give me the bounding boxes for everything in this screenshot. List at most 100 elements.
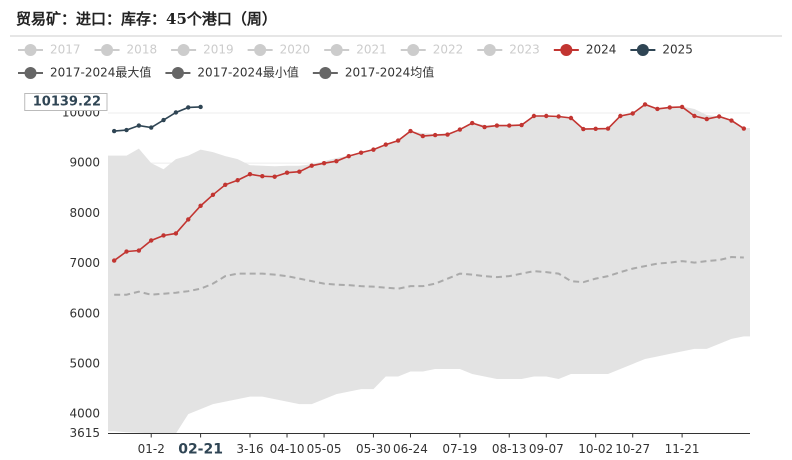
y-tick-label: 6000 (69, 306, 100, 320)
legend-item[interactable]: 2022 (400, 43, 464, 57)
data-point (149, 125, 154, 130)
data-point (408, 128, 413, 134)
y-tick-label: 9000 (69, 156, 100, 170)
legend-item[interactable]: 2020 (247, 43, 311, 57)
legend-marker (101, 44, 114, 56)
legend[interactable]: 2017 2018 2019 2020 2021 2022 2023 2024 2025 2017… (18, 43, 693, 80)
legend-label: 2024 (586, 43, 617, 57)
data-point (198, 104, 203, 110)
x-tick-label: 01-2 (138, 442, 165, 456)
legend-item[interactable]: 2017-2024最小值 (165, 65, 299, 80)
x-tick-label: 08-13 (492, 442, 527, 456)
data-point (111, 258, 117, 263)
legend-item[interactable]: 2023 (477, 43, 540, 57)
data-point (124, 127, 129, 133)
data-point (531, 113, 537, 119)
x-tick-label: 3-16 (236, 442, 263, 456)
data-point (445, 132, 450, 137)
data-point (741, 126, 747, 131)
legend-marker (560, 44, 573, 56)
x-tick-label: 04-10 (270, 442, 305, 456)
data-point (692, 113, 697, 119)
data-point (284, 170, 290, 175)
range-area (108, 104, 750, 434)
legend-marker (407, 44, 420, 56)
legend-label: 2023 (509, 43, 540, 57)
legend-item[interactable]: 2017 (18, 43, 81, 57)
legend-label: 2017-2024最小值 (197, 65, 298, 80)
legend-marker (254, 44, 267, 56)
data-point (556, 114, 561, 119)
legend-marker (24, 44, 37, 56)
data-point (210, 192, 216, 198)
legend-label: 2020 (280, 43, 311, 57)
data-point (198, 203, 203, 209)
series-line (114, 106, 201, 132)
data-point (507, 123, 512, 128)
data-point (655, 106, 660, 112)
legend-item[interactable]: 2018 (94, 43, 158, 57)
legend-item[interactable]: 2021 (324, 43, 387, 57)
data-point (173, 231, 179, 236)
legend-marker (483, 44, 496, 56)
data-point (642, 102, 648, 107)
y-tick-label: 7000 (69, 256, 100, 270)
data-point (272, 174, 277, 179)
data-point (395, 138, 401, 143)
data-point (186, 105, 191, 110)
legend-marker (330, 44, 343, 56)
legend-item[interactable]: 2019 (171, 43, 234, 57)
legend-label: 2018 (127, 43, 158, 57)
data-point (173, 110, 179, 115)
legend-label: 2017-2024均值 (345, 65, 434, 80)
data-point (544, 113, 549, 119)
data-point (111, 128, 117, 134)
data-point (568, 115, 574, 121)
data-point (124, 249, 129, 254)
x-tick-label: 11-21 (665, 442, 700, 456)
range-area (108, 336, 750, 434)
data-point (186, 217, 191, 222)
data-point (247, 172, 253, 177)
legend-label: 2017-2024最大值 (50, 65, 151, 80)
data-point (358, 150, 364, 155)
legend-item[interactable]: 2017-2024均值 (312, 65, 434, 80)
data-point (729, 118, 734, 123)
x-tick-label: 02-21 (178, 442, 223, 458)
data-point (605, 126, 611, 131)
data-point (346, 153, 351, 159)
data-point (593, 126, 598, 132)
data-point (309, 163, 314, 168)
x-tick-label: 09-07 (529, 442, 564, 456)
legend-label: 2021 (356, 43, 387, 57)
legend-item[interactable]: 2024 (553, 43, 617, 57)
legend-label: 2022 (433, 43, 464, 57)
data-point (235, 178, 240, 183)
legend-item[interactable]: 2025 (630, 43, 693, 57)
x-tick-label: 05-05 (307, 442, 342, 456)
legend-label: 2019 (203, 43, 234, 57)
data-point (260, 174, 265, 179)
legend-label: 2017 (50, 43, 81, 57)
data-point (334, 158, 339, 164)
axis-pointer-box (24, 93, 108, 111)
data-point (223, 182, 228, 187)
chart-title: 贸易矿：进口：库存：45个港口（周） (16, 10, 277, 28)
data-point (704, 116, 709, 122)
legend-item[interactable]: 2017-2024最大值 (18, 65, 151, 80)
legend-label: 2025 (662, 43, 693, 57)
data-point (383, 142, 388, 147)
data-point (136, 123, 142, 128)
data-point (161, 117, 166, 123)
legend-marker (24, 67, 37, 79)
x-tick-label: 10-27 (615, 442, 650, 456)
data-point (716, 114, 722, 119)
x-tick-label: 05-30 (356, 442, 391, 456)
series-line (113, 103, 745, 262)
x-tick-label: 06-24 (393, 442, 428, 456)
data-point (136, 248, 142, 253)
data-point (161, 233, 166, 238)
axis-pointer-label: 10139.22 (33, 95, 101, 110)
data-point (482, 124, 487, 130)
